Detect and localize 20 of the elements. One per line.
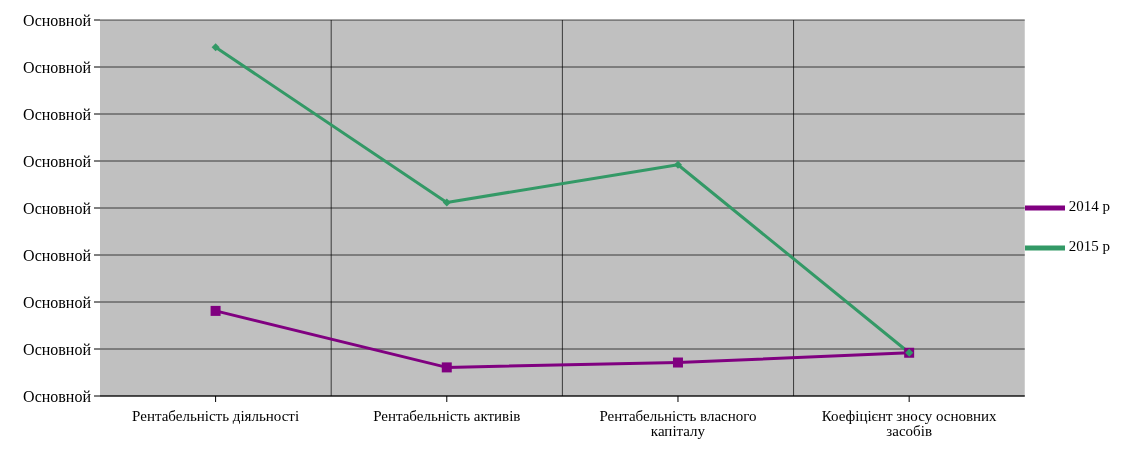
point (211, 43, 220, 52)
point (210, 305, 221, 316)
text: Основной (23, 340, 92, 358)
x-tick-label: Рентабельність діяльності (132, 407, 300, 424)
text: Основной (23, 199, 92, 217)
legend-label: 2014 р (1068, 198, 1110, 215)
point (441, 362, 452, 373)
legend-label: 2015 р (1068, 238, 1110, 255)
text: Основной (23, 152, 92, 170)
point (672, 357, 683, 368)
text: Основной (23, 246, 92, 264)
text: Основной (23, 387, 92, 405)
text: Основной (23, 105, 92, 123)
text: Основной (23, 11, 92, 29)
text: Основной (23, 58, 92, 76)
x-tick-label: Рентабельність активів (373, 407, 521, 424)
point (442, 198, 451, 207)
x-tick-label: Коефіцієнт зносу основних засобів (821, 407, 998, 439)
text: Основной (23, 293, 92, 311)
x-tick-label: Рентабельність власного капіталу (599, 407, 757, 439)
